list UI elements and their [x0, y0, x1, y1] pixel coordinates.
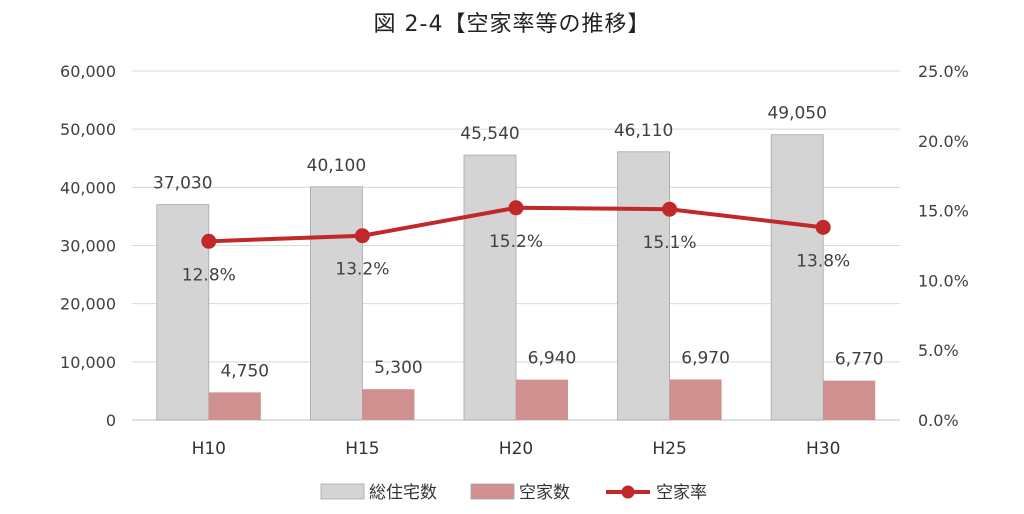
x-tick-label: H25 — [652, 439, 686, 459]
bar-data-label: 49,050 — [767, 104, 826, 124]
vacancy-rate-point — [662, 201, 678, 217]
y-left-tick-label: 20,000 — [60, 295, 116, 314]
bar-data-label: 6,970 — [681, 348, 730, 368]
y-right-tick-label: 25.0% — [918, 62, 969, 81]
bar-data-label: 4,750 — [220, 361, 269, 381]
legend-swatch — [470, 483, 515, 500]
bar-vacant-houses — [208, 392, 261, 420]
y-left-tick-label: 40,000 — [60, 178, 116, 197]
bar-total-housing — [309, 186, 363, 421]
y-left-tick-label: 10,000 — [60, 353, 116, 372]
x-tick-label: H10 — [192, 439, 226, 459]
bar-data-label: 45,540 — [460, 124, 519, 144]
y-right-tick-label: 5.0% — [918, 341, 959, 360]
bar-data-label: 6,770 — [835, 350, 884, 370]
legend-vacancy-rate: 空家率 — [606, 483, 707, 503]
bar-data-label: 37,030 — [153, 174, 212, 194]
y-left-tick-label: 50,000 — [60, 120, 116, 139]
y-left-tick-label: 30,000 — [60, 237, 116, 256]
vacancy-rate-point — [815, 219, 831, 235]
y-right-tick-label: 20.0% — [918, 132, 969, 151]
bar-data-label: 46,110 — [614, 121, 673, 141]
bar-vacant-houses — [823, 380, 876, 420]
bar-data-label: 5,300 — [374, 358, 423, 378]
vacancy-rate-label: 13.8% — [796, 251, 850, 271]
vacancy-rate-point — [354, 228, 370, 244]
bar-data-label: 6,940 — [528, 349, 577, 369]
x-tick-label: H20 — [499, 439, 533, 459]
legend-label: 総住宅数 — [369, 483, 437, 503]
legend-vacant-houses: 空家数 — [470, 483, 570, 503]
x-tick-label: H15 — [345, 439, 379, 459]
bar-vacant-houses — [362, 389, 415, 420]
chart-title: 図 2-4【空家率等の推移】 — [373, 12, 651, 37]
x-tick-label: H30 — [806, 439, 840, 459]
bar-vacant-houses — [669, 379, 722, 420]
bar-total-housing — [770, 134, 824, 421]
vacancy-rate-point — [508, 200, 524, 216]
vacancy-rate-label: 15.2% — [489, 232, 543, 252]
vacancy-rate-label: 13.2% — [335, 260, 389, 280]
vacancy-rate-label: 12.8% — [182, 265, 236, 285]
bar-total-housing — [156, 204, 210, 421]
y-left-tick-label: 60,000 — [60, 62, 116, 81]
legend-label: 空家率 — [656, 483, 707, 503]
y-left-tick-label: 0 — [106, 411, 116, 430]
bar-total-housing — [463, 154, 517, 421]
legend-swatch-marker — [621, 485, 635, 499]
vacancy-rate-point — [201, 233, 217, 249]
legend-swatch — [320, 483, 365, 500]
legend-total-housing: 総住宅数 — [320, 483, 437, 503]
legend-label: 空家数 — [519, 483, 570, 503]
bar-vacant-houses — [516, 379, 568, 420]
y-right-tick-label: 10.0% — [918, 271, 969, 290]
vacancy-rate-label: 15.1% — [643, 233, 697, 253]
y-right-tick-label: 0.0% — [918, 411, 959, 430]
y-right-tick-label: 15.0% — [918, 202, 969, 221]
bar-total-housing — [617, 151, 670, 421]
bar-data-label: 40,100 — [307, 156, 366, 176]
